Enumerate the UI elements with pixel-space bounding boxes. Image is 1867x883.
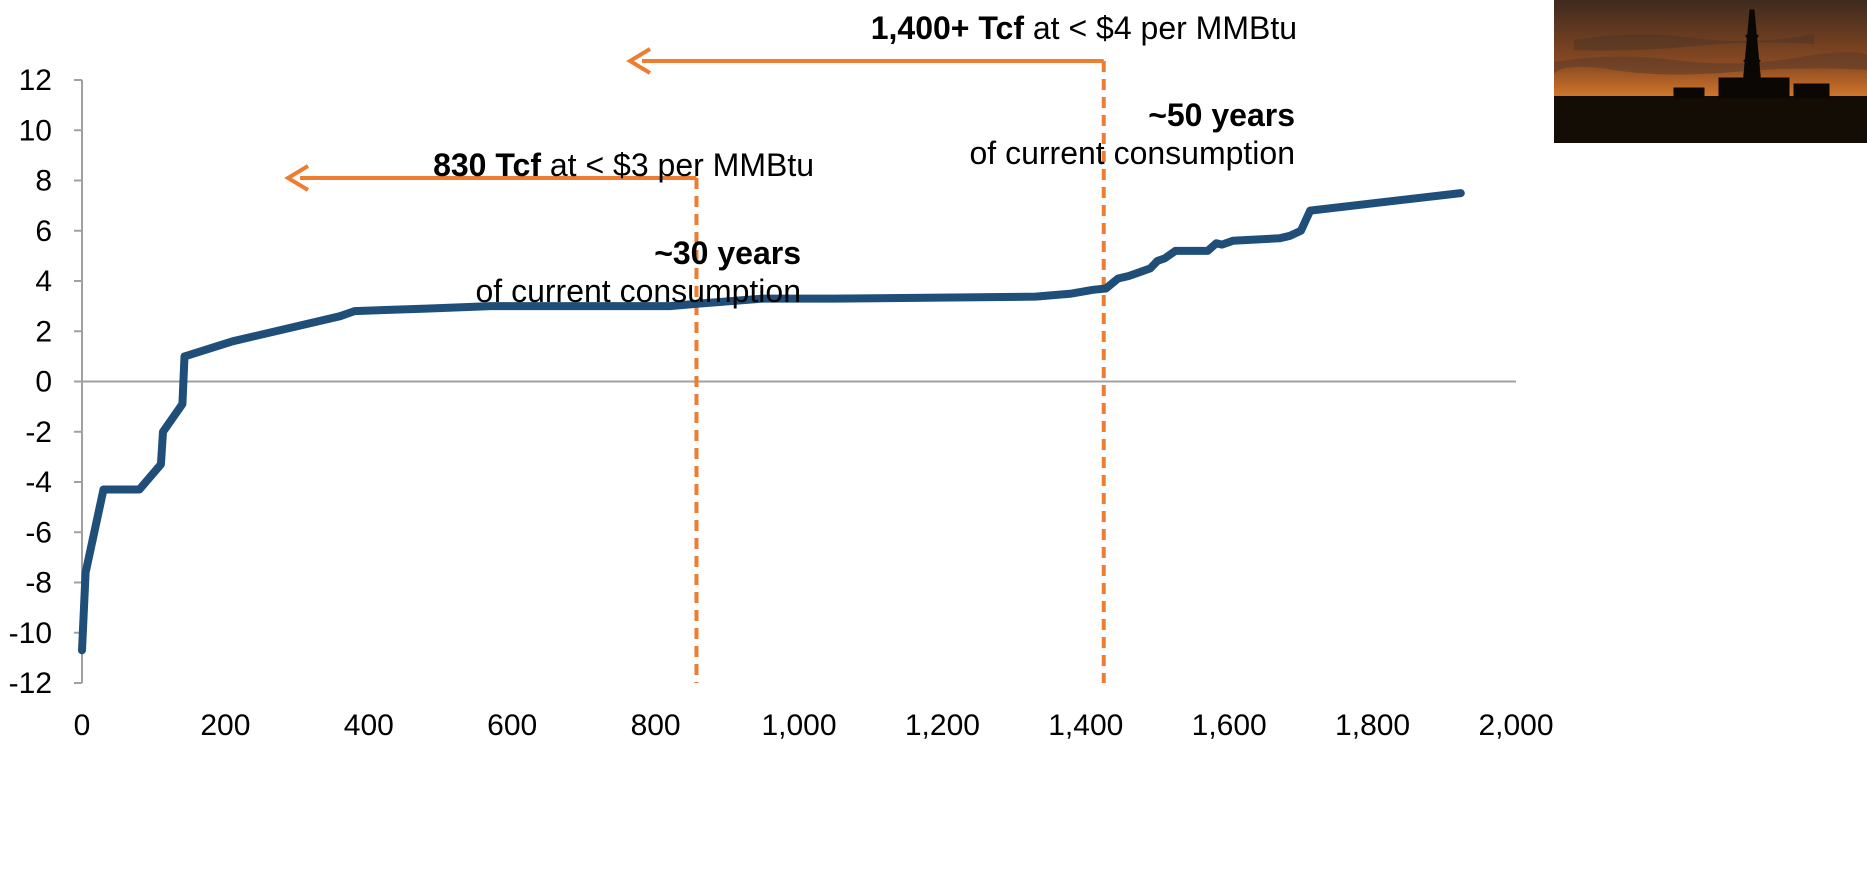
y-tick-label: -8: [25, 567, 52, 600]
drilling-rig-icon: [1554, 0, 1867, 143]
x-tick-label: 200: [200, 709, 250, 742]
x-tick-label: 800: [631, 709, 681, 742]
y-tick-label: -2: [25, 416, 52, 449]
x-tick-label: 600: [487, 709, 537, 742]
y-tick-label: 10: [19, 114, 52, 147]
annotation-30-years: ~30 years of current consumption: [476, 234, 802, 310]
y-tick-label: -4: [25, 466, 52, 499]
series-layer: [78, 189, 1465, 655]
y-axis: 12 10 8 6 4 2 0 -2 -4 -6 -8 -10 -12: [9, 64, 83, 700]
x-tick-label: 1,000: [761, 709, 836, 742]
annotation-50-years: ~50 years of current consumption: [970, 96, 1296, 172]
x-tick-label: 2,000: [1478, 709, 1553, 742]
y-tick-label: 0: [35, 366, 52, 399]
threshold-arrow-head: [626, 47, 652, 75]
annotation-830-bold: 830 Tcf: [433, 147, 541, 183]
x-tick-label: 400: [344, 709, 394, 742]
drilling-rig-photo: [1554, 0, 1867, 143]
y-tick-label: -6: [25, 516, 52, 549]
x-tick-label: 1,800: [1335, 709, 1410, 742]
annotation-1400-bold: 1,400+ Tcf: [870, 10, 1024, 46]
annotation-830-tcf: 830 Tcf at < $3 per MMBtu: [433, 146, 814, 184]
annotation-1400-tcf: 1,400+ Tcf at < $4 per MMBtu: [871, 9, 1297, 47]
x-tick-label: 1,200: [905, 709, 980, 742]
annotation-30-years-bold: ~30 years: [654, 235, 801, 271]
y-tick-label: -10: [9, 617, 52, 650]
threshold-arrow-head: [284, 164, 310, 192]
series-line: [78, 189, 1465, 655]
y-tick-label: -12: [9, 667, 52, 700]
x-tick-label: 0: [74, 709, 91, 742]
annotation-50-years-bold: ~50 years: [1148, 97, 1295, 133]
x-tick-label: 1,400: [1048, 709, 1123, 742]
annotation-1400-rest: at < $4 per MMBtu: [1023, 10, 1297, 46]
annotation-30-years-rest: of current consumption: [475, 273, 802, 309]
y-tick-label: 8: [35, 165, 52, 198]
x-tick-label: 1,600: [1192, 709, 1267, 742]
annotation-830-rest: at < $3 per MMBtu: [540, 147, 814, 183]
y-tick-label: 4: [35, 265, 52, 298]
threshold-markers: [284, 47, 1106, 683]
annotation-50-years-rest: of current consumption: [969, 135, 1296, 171]
x-axis: 0 200 400 600 800 1,000 1,200 1,400 1,600 1,800 2,…: [74, 380, 1554, 742]
y-tick-label: 12: [19, 64, 52, 97]
y-tick-label: 2: [35, 315, 52, 348]
y-tick-label: 6: [35, 215, 52, 248]
